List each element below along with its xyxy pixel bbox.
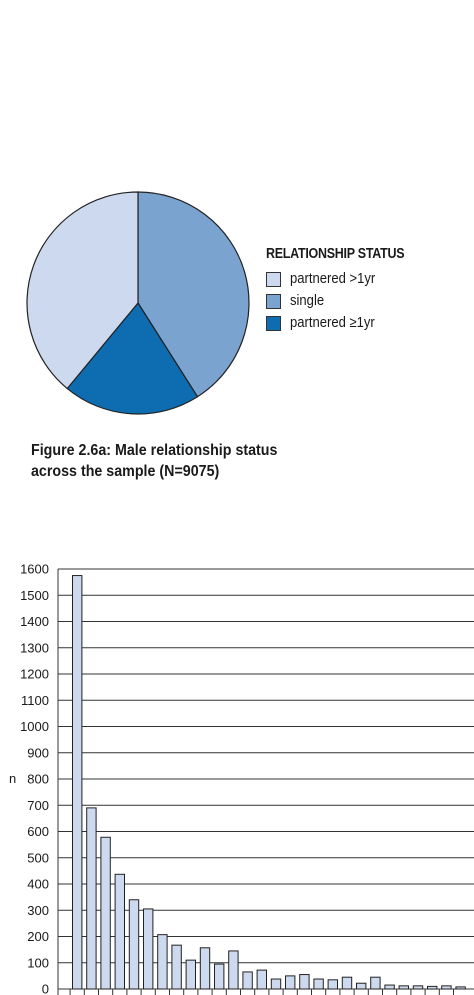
- y-tick-label: 1400: [20, 614, 49, 629]
- y-axis-label: n: [9, 771, 16, 786]
- bar: [356, 982, 367, 990]
- bar: [86, 807, 97, 990]
- bar: [100, 836, 111, 990]
- legend-label: partnered >1yr: [290, 271, 376, 287]
- bar: [455, 986, 466, 990]
- legend-item-single: single: [266, 290, 427, 312]
- y-tick-label: 1500: [20, 588, 49, 603]
- y-tick-label: 1100: [21, 693, 49, 708]
- bar: [441, 985, 452, 990]
- bar: [341, 976, 353, 990]
- bar: [384, 984, 395, 990]
- y-tick-label: 1300: [20, 640, 49, 655]
- y-tick-label: 400: [27, 877, 49, 892]
- bar: [256, 969, 268, 990]
- legend-swatch: [266, 293, 281, 309]
- legend-item-partnered-1yr-or-more: partnered ≥1yr: [266, 312, 427, 334]
- legend: RELATIONSHIP STATUS partnered >1yr singl…: [266, 246, 427, 334]
- y-tick-label: 200: [27, 929, 49, 944]
- bar: [185, 959, 197, 990]
- y-tick-label: 300: [27, 903, 49, 918]
- bar: [398, 985, 410, 990]
- caption-line-2: across the sample (N=9075): [31, 463, 220, 480]
- bar: [171, 944, 182, 990]
- y-tick-label: 100: [27, 955, 49, 970]
- legend-item-partnered-over-1yr: partnered >1yr: [266, 268, 427, 290]
- pie-slice-partnered-1yr: [26, 191, 139, 390]
- bar: [128, 899, 140, 990]
- y-tick-label: 600: [27, 824, 49, 839]
- bar: [370, 976, 381, 990]
- pie-slice-single: [137, 191, 250, 398]
- legend-title: RELATIONSHIP STATUS: [266, 246, 405, 262]
- legend-swatch: [266, 271, 281, 287]
- y-tick-label: 900: [27, 745, 49, 760]
- y-tick-label: 1600: [20, 562, 49, 577]
- legend-label: single: [290, 293, 325, 309]
- pie-slice-partnered-1yr: [66, 301, 199, 415]
- legend-swatch: [266, 315, 281, 331]
- y-tick-label: 700: [27, 798, 49, 813]
- pie-chart: [26, 191, 250, 415]
- bar: [114, 873, 125, 990]
- bar: [228, 950, 239, 990]
- bar: [157, 934, 168, 990]
- bar: [427, 985, 438, 990]
- y-tick-label: 500: [27, 850, 49, 865]
- bar: [313, 978, 324, 990]
- bar: [327, 979, 339, 990]
- bar: [299, 974, 310, 990]
- bar: [285, 975, 296, 990]
- y-tick-label: 1200: [20, 667, 49, 682]
- bar: [412, 985, 424, 990]
- y-tick-label: 800: [27, 772, 49, 787]
- y-tick-label: 1000: [20, 719, 49, 734]
- bar-chart: 0 100 200 300 400 500 600 700 800 900 1000 1100 1200…: [9, 562, 474, 995]
- legend-label: partnered ≥1yr: [290, 315, 375, 331]
- bar: [270, 978, 282, 990]
- bar: [143, 908, 154, 990]
- caption-line-1: Figure 2.6a: Male relationship status: [31, 442, 278, 459]
- bar: [242, 971, 253, 990]
- y-tick-label: 0: [42, 982, 49, 995]
- bar: [72, 575, 83, 990]
- bar: [199, 947, 211, 990]
- bar: [214, 963, 225, 990]
- figure-caption: Figure 2.6a: Male relationship status ac…: [31, 440, 277, 482]
